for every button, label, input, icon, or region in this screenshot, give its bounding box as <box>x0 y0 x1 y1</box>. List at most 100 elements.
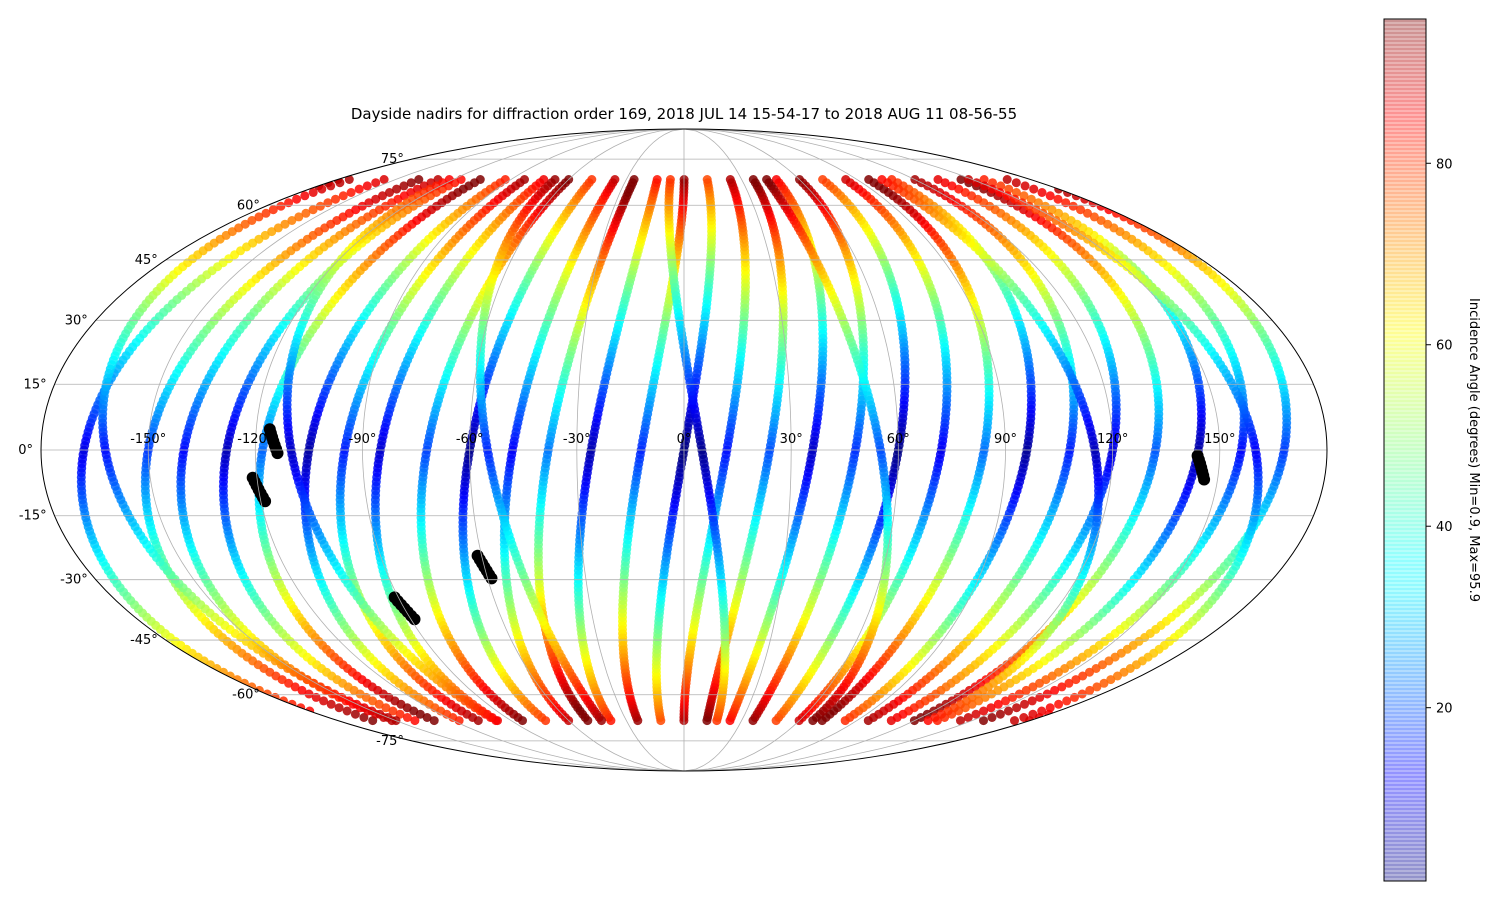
nadir-point <box>395 709 405 719</box>
nadir-point <box>475 175 485 184</box>
nadir-point <box>319 696 329 706</box>
latitude-tick-label: 15° <box>24 377 47 392</box>
nadir-point <box>362 181 372 191</box>
map-plot-area: -150° -120° -90° -60° -30° 0° 30° 60° 90° 120° 150… <box>18 128 1328 772</box>
nadir-point <box>1019 713 1029 722</box>
nadir-point <box>933 175 943 184</box>
nadir-point <box>456 175 466 184</box>
nadir-track <box>140 175 424 726</box>
nadir-point <box>357 201 367 211</box>
nadir-point <box>371 178 381 188</box>
nadir-point <box>284 198 294 208</box>
longitude-tick-label: -150° <box>130 432 166 447</box>
nadir-point <box>1002 175 1012 184</box>
longitude-tick-label: -60° <box>456 432 484 447</box>
black-marker <box>271 447 284 460</box>
nadir-point <box>1020 699 1029 709</box>
longitude-tick-label: -90° <box>349 432 377 447</box>
nadir-point <box>267 227 277 237</box>
latitude-tick-label: 75° <box>381 152 404 167</box>
nadir-point <box>1104 205 1114 215</box>
nadir-track <box>218 175 466 726</box>
longitude-tick-label: 30° <box>780 432 803 447</box>
nadir-point <box>359 713 369 722</box>
nadir-point <box>1037 706 1047 716</box>
nadir-point <box>300 191 310 201</box>
nadir-point <box>326 699 336 709</box>
longitude-tick-label: 150° <box>1204 432 1235 447</box>
nadir-point <box>276 201 286 211</box>
nadir-point <box>864 175 874 184</box>
nadir-point <box>995 709 1005 719</box>
black-marker <box>1198 473 1211 486</box>
nadir-point <box>354 184 364 194</box>
nadir-point <box>1112 208 1121 218</box>
nadir-point <box>1020 181 1030 191</box>
longitude-tick-label: -120° <box>237 432 273 447</box>
nadir-point <box>301 208 311 218</box>
latitude-tick-label: -75° <box>376 734 404 749</box>
nadir-point <box>1012 703 1022 713</box>
nadir-point <box>1004 706 1013 716</box>
nadir-point <box>334 703 344 713</box>
nadir-point <box>1061 198 1071 208</box>
nadir-point <box>550 175 560 184</box>
nadir-point <box>304 689 314 699</box>
nadir-point <box>331 194 340 204</box>
nadir-point <box>290 682 300 692</box>
nadir-point <box>292 194 302 204</box>
nadir-point <box>351 205 361 215</box>
colorbar-fill <box>1384 19 1426 881</box>
latitude-tick-label: 30° <box>65 313 88 328</box>
nadir-point <box>725 175 735 184</box>
nadir-point <box>308 205 318 215</box>
latitude-tick-label: 45° <box>135 253 158 268</box>
nadir-point <box>392 184 402 194</box>
nadir-point <box>311 692 321 702</box>
longitude-tick-label: 60° <box>887 432 910 447</box>
nadir-point <box>273 223 283 233</box>
chart-title: Dayside nadirs for diffraction order 169… <box>351 105 1017 123</box>
nadir-point <box>260 230 270 240</box>
nadir-point <box>422 713 432 722</box>
nadir-point <box>399 181 409 191</box>
nadir-point <box>1045 191 1055 201</box>
nadir-point <box>287 216 297 225</box>
nadir-point <box>350 709 360 719</box>
longitude-tick-label: -30° <box>563 432 591 447</box>
colorbar-lines <box>1384 20 1426 878</box>
nadir-point <box>762 175 772 184</box>
nadir-point <box>1053 194 1063 204</box>
nadir-point <box>381 703 391 713</box>
longitude-tick-label: 0° <box>677 432 692 447</box>
latitude-tick-label: -60° <box>232 688 260 703</box>
nadir-point <box>1054 699 1064 709</box>
latitude-tick-label: -30° <box>60 573 88 588</box>
nadir-point <box>1045 703 1055 713</box>
nadir-point <box>1011 178 1021 188</box>
nadir-point <box>877 175 887 184</box>
nadir-point <box>1028 709 1038 719</box>
nadir-point <box>315 201 325 211</box>
nadir-point <box>1070 692 1079 702</box>
nadir-point <box>338 191 348 201</box>
nadir-point <box>587 175 597 184</box>
nadir-point <box>414 175 424 184</box>
nadir-point <box>818 175 828 184</box>
latitude-tick-label: 60° <box>237 198 260 213</box>
longitude-tick-label: 90° <box>994 432 1017 447</box>
nadir-tracks <box>76 175 1292 726</box>
black-marker <box>408 613 421 626</box>
nadir-point <box>841 175 851 184</box>
nadir-point <box>379 175 389 184</box>
nadir-point <box>520 175 529 184</box>
nadir-point <box>402 713 412 722</box>
nadir-point <box>342 706 352 716</box>
nadir-point <box>429 716 439 726</box>
nadir-point <box>1062 696 1072 706</box>
nadir-point <box>702 175 712 184</box>
nadir-track <box>254 175 485 726</box>
nadir-point <box>406 178 416 188</box>
latitude-tick-label: -45° <box>130 633 158 648</box>
